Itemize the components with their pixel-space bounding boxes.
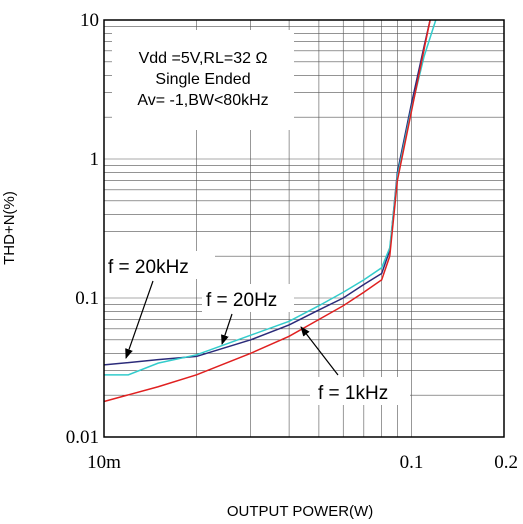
conditions-box-bg — [112, 30, 294, 130]
y-axis-title: THD+N(%) — [1, 191, 18, 265]
x-tick-label: 0.1 — [400, 452, 424, 473]
annotation-bg-1khz — [310, 377, 410, 405]
series-line-f1khz — [103, 19, 431, 403]
annotation-20khz: f = 20kHz — [108, 257, 189, 278]
tick-labels: 0.01 0.1 1 10 10m 0.1 0.2 — [66, 10, 518, 473]
x-tick-label: 10m — [87, 452, 121, 473]
x-axis-title: OUTPUT POWER(W) — [227, 503, 373, 520]
plot-frame — [103, 19, 505, 438]
y-tick-label: 10 — [80, 10, 99, 31]
y-tick-label: 0.1 — [75, 288, 99, 309]
arrow-1khz — [300, 326, 339, 376]
y-tick-label: 1 — [90, 149, 100, 170]
annotation-bg-20hz — [202, 284, 294, 312]
annotation-1khz: f = 1kHz — [318, 383, 388, 404]
condition-line-3: Av= -1,BW<80kHz — [137, 92, 268, 109]
series-line-f20khz — [103, 19, 431, 366]
annotations: f = 20kHz f = 20Hz f = 1kHz — [103, 251, 410, 405]
annotation-20hz: f = 20Hz — [206, 290, 277, 311]
arrow-20hz — [221, 313, 233, 345]
condition-line-2: Single Ended — [155, 71, 250, 88]
arrow-20khz — [125, 280, 154, 359]
y-tick-label: 0.01 — [66, 427, 99, 448]
conditions-box: Vdd =5V,RL=32 Ω Single Ended Av= -1,BW<8… — [112, 30, 294, 130]
series-lines — [103, 19, 437, 403]
annotation-bg-20khz — [103, 251, 215, 279]
condition-line-1: Vdd =5V,RL=32 Ω — [139, 50, 268, 67]
x-tick-label: 0.2 — [494, 452, 518, 473]
